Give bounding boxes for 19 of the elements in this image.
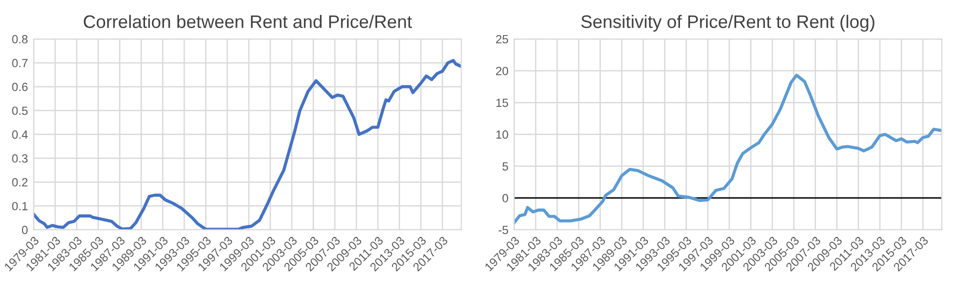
y-tick-label: 15 (496, 98, 508, 107)
y-tick-label: 0.6 (12, 82, 28, 92)
y-tick-label: 0 (502, 194, 508, 202)
y-tick-label: -5 (498, 226, 508, 234)
y-tick-label: 0.5 (12, 106, 28, 115)
y-tick-label: 5 (502, 162, 508, 171)
y-tick-label: 0.2 (12, 178, 28, 186)
y-tick-label: 0.3 (12, 154, 28, 163)
y-tick-label: 0.1 (12, 202, 28, 210)
chart-title: Sensitivity of Price/Rent to Rent (log) (581, 14, 874, 32)
y-tick-label: 0.8 (12, 35, 28, 44)
y-tick-label: 0.4 (12, 130, 28, 139)
y-tick-label: 0 (22, 226, 28, 234)
y-tick-label: 25 (496, 35, 508, 44)
chart-title: Correlation between Rent and Price/Rent (84, 14, 412, 28)
y-tick-label: 20 (496, 66, 508, 76)
y-tick-label: 0.7 (12, 58, 28, 68)
line-series (514, 74, 942, 224)
y-tick-label: 10 (496, 130, 508, 139)
